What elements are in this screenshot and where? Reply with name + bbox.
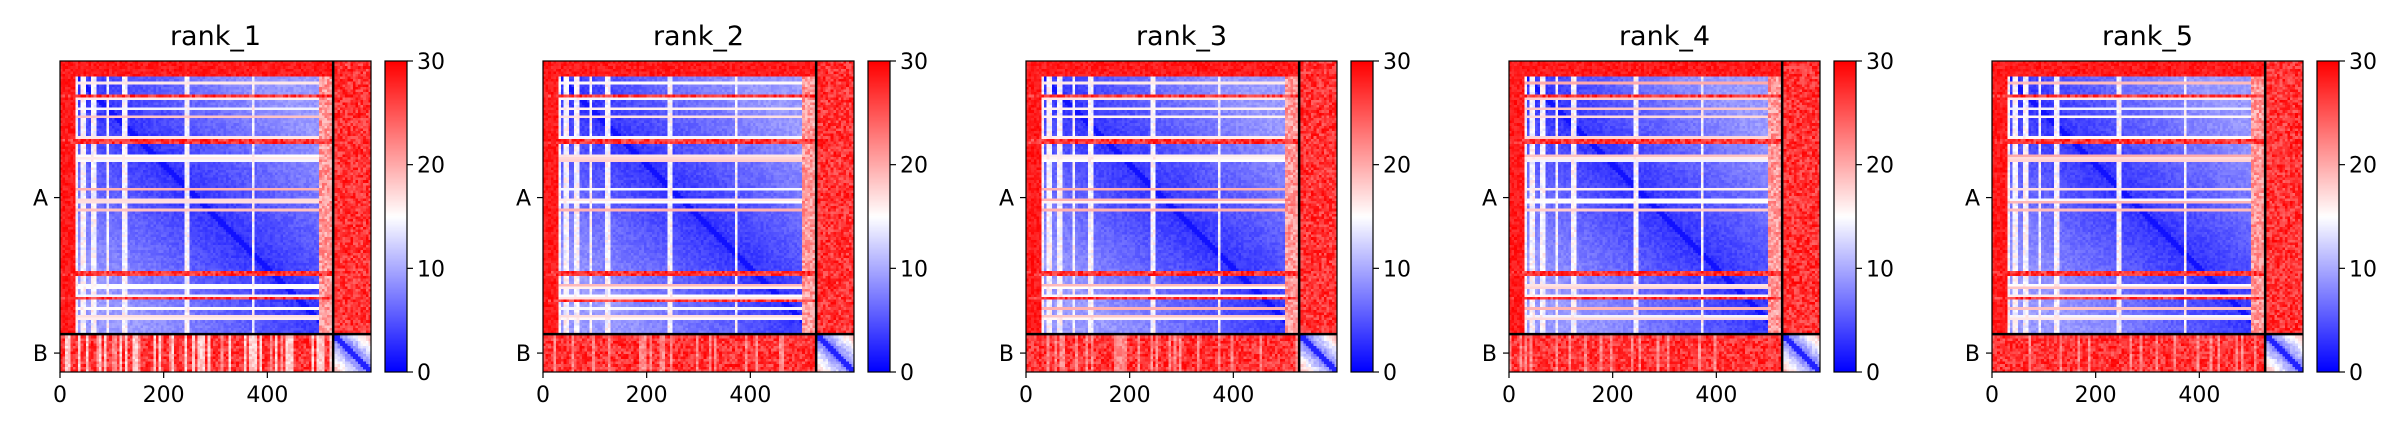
colorbar-frame	[867, 60, 891, 373]
panel-title: rank_4	[1619, 21, 1710, 52]
colorbar-tick-label: 30	[2349, 50, 2377, 75]
pae-heatmap	[1509, 61, 1820, 372]
panel-title: rank_5	[2102, 21, 2193, 52]
x-tick-label: 400	[1695, 383, 1737, 408]
colorbar-tick-label: 20	[1866, 154, 1894, 179]
y-tick-label-chain-A: A	[1965, 187, 1980, 212]
x-tick-label: 200	[1592, 383, 1634, 408]
y-tick-label-chain-B: B	[1482, 342, 1497, 367]
colorbar	[385, 61, 407, 372]
x-tick-label: 200	[2075, 383, 2117, 408]
x-tick-label: 200	[626, 383, 668, 408]
x-tick-label: 0	[1502, 383, 1516, 408]
x-tick-label: 400	[2178, 383, 2220, 408]
colorbar-tick-label: 10	[417, 257, 445, 282]
colorbar-frame	[2316, 60, 2340, 373]
colorbar-frame	[384, 60, 408, 373]
colorbar-tick-label: 10	[1866, 257, 1894, 282]
colorbar-tick-label: 30	[417, 50, 445, 75]
x-tick-label: 200	[1109, 383, 1151, 408]
panel-title: rank_2	[653, 21, 744, 52]
colorbar-frame	[1833, 60, 1857, 373]
colorbar-tick-label: 20	[1383, 154, 1411, 179]
colorbar-tick-label: 20	[2349, 154, 2377, 179]
y-tick-label-chain-A: A	[33, 187, 48, 212]
colorbar	[868, 61, 890, 372]
colorbar-frame	[1350, 60, 1374, 373]
colorbar-tick-label: 0	[1383, 361, 1397, 386]
colorbar-tick-label: 30	[1383, 50, 1411, 75]
x-tick-label: 0	[1019, 383, 1033, 408]
x-tick-label: 0	[1985, 383, 1999, 408]
axes-frame	[542, 60, 855, 373]
colorbar-tick-label: 10	[2349, 257, 2377, 282]
colorbar-tick-label: 30	[900, 50, 928, 75]
y-tick-label-chain-A: A	[516, 187, 531, 212]
x-tick-label: 0	[536, 383, 550, 408]
colorbar-tick-label: 10	[900, 257, 928, 282]
x-tick-label: 200	[143, 383, 185, 408]
y-tick-label-chain-B: B	[999, 342, 1014, 367]
colorbar-tick-label: 30	[1866, 50, 1894, 75]
y-tick-label-chain-A: A	[1482, 187, 1497, 212]
y-tick-label-chain-B: B	[1965, 342, 1980, 367]
axes-frame	[59, 60, 372, 373]
panel-title: rank_1	[170, 21, 261, 52]
axes-frame	[1991, 60, 2304, 373]
panel-title: rank_3	[1136, 21, 1227, 52]
colorbar-tick-label: 10	[1383, 257, 1411, 282]
y-tick-label-chain-B: B	[516, 342, 531, 367]
colorbar-tick-label: 0	[2349, 361, 2363, 386]
x-tick-label: 400	[1212, 383, 1254, 408]
y-tick-label-chain-B: B	[33, 342, 48, 367]
axes-frame	[1025, 60, 1338, 373]
axes-frame	[1508, 60, 1821, 373]
x-tick-label: 400	[729, 383, 771, 408]
colorbar	[2317, 61, 2339, 372]
pae-heatmap	[60, 61, 371, 372]
pae-heatmap	[1992, 61, 2303, 372]
colorbar-tick-label: 20	[417, 154, 445, 179]
pae-heatmap	[1026, 61, 1337, 372]
colorbar	[1351, 61, 1373, 372]
colorbar-tick-label: 20	[900, 154, 928, 179]
x-tick-label: 400	[246, 383, 288, 408]
x-tick-label: 0	[53, 383, 67, 408]
colorbar-tick-label: 0	[417, 361, 431, 386]
colorbar	[1834, 61, 1856, 372]
colorbar-tick-label: 0	[900, 361, 914, 386]
y-tick-label-chain-A: A	[999, 187, 1014, 212]
pae-heatmap	[543, 61, 854, 372]
colorbar-tick-label: 0	[1866, 361, 1880, 386]
